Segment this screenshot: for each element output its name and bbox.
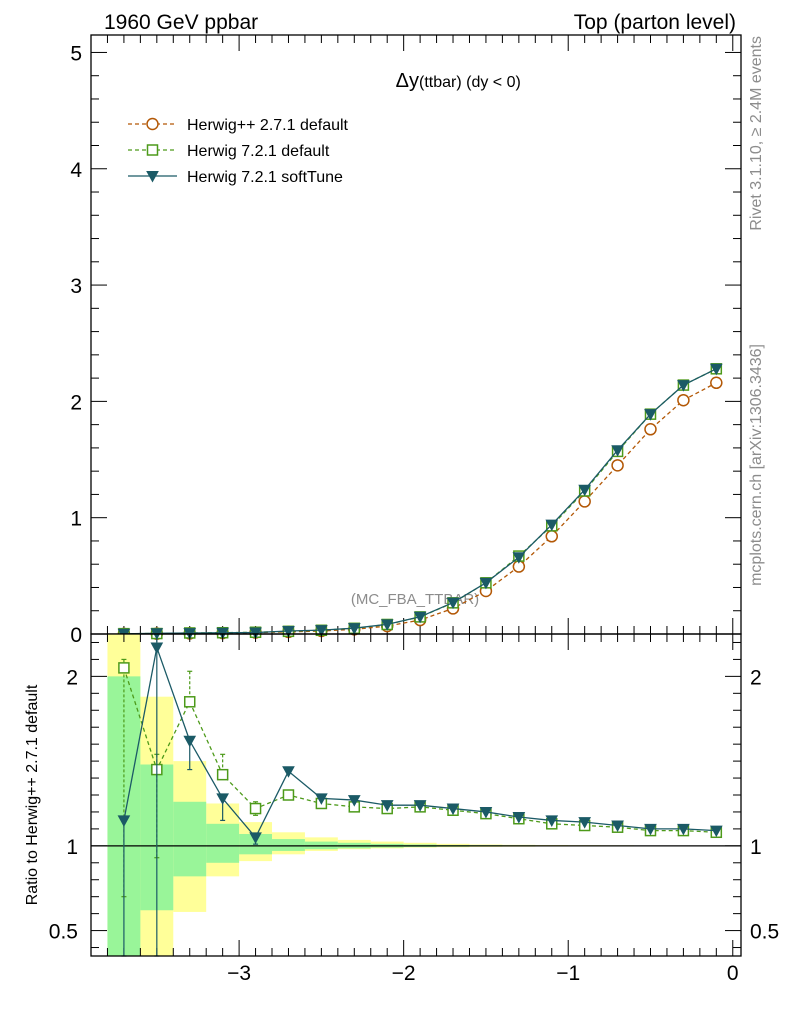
main-data-point bbox=[479, 577, 493, 590]
ratio-data-point bbox=[282, 789, 295, 801]
main-panel: 0 1 2 3 4 5 (MC_FBA_TTBAR) Δy (ttbar) (dy < 0… bbox=[70, 34, 742, 647]
x-tick-label: −1 bbox=[556, 962, 580, 985]
ratio-data-point bbox=[183, 735, 197, 748]
ratio-frame bbox=[90, 633, 742, 957]
main-data-point bbox=[380, 619, 394, 631]
legend-marker bbox=[146, 144, 159, 156]
legend-entry: Herwig++ 2.7.1 default bbox=[187, 117, 349, 134]
main-y-tick-label: 2 bbox=[70, 391, 82, 414]
x-tick-label: 0 bbox=[727, 962, 739, 985]
ratio-data-point bbox=[118, 662, 130, 674]
band-inner bbox=[206, 823, 240, 863]
main-data-point bbox=[644, 423, 657, 436]
ratio-data-point bbox=[216, 768, 229, 781]
main-ticks: 0 1 2 3 4 5 bbox=[70, 35, 741, 647]
main-y-tick-label: 4 bbox=[70, 159, 82, 182]
main-data-point bbox=[644, 409, 657, 421]
main-data-point bbox=[347, 623, 361, 635]
ratio-y-tick-label-left: 0.5 bbox=[49, 921, 78, 944]
ratio-data-point bbox=[315, 793, 328, 805]
ratio-data-point bbox=[249, 802, 262, 815]
ratio-y-tick-label-left: 1 bbox=[66, 836, 78, 859]
main-y-tick-label: 0 bbox=[70, 624, 82, 647]
ratio-data-point bbox=[446, 803, 460, 816]
main-data-point bbox=[677, 393, 690, 407]
ratio-data-point bbox=[347, 795, 361, 807]
ratio-data-point bbox=[677, 823, 690, 836]
band-inner bbox=[173, 801, 207, 877]
ratio-data-point bbox=[150, 642, 164, 655]
ratio-data-point bbox=[117, 815, 131, 827]
plot-title-symbol: Δy bbox=[396, 70, 419, 92]
x-tick-label: −2 bbox=[392, 962, 416, 985]
watermark: (MC_FBA_TTBAR) bbox=[351, 591, 479, 608]
main-data-point bbox=[282, 625, 295, 638]
main-data-point bbox=[446, 597, 460, 610]
ratio-data-point bbox=[413, 800, 427, 812]
legend-entry: Herwig 7.2.1 default bbox=[187, 143, 330, 160]
ratio-y-tick-label-right: 2 bbox=[750, 666, 762, 689]
main-y-tick-label: 3 bbox=[70, 275, 82, 298]
main-data-point bbox=[611, 445, 624, 457]
ratio-y-tick-label-right: 0.5 bbox=[750, 921, 779, 944]
plot-title-text: (ttbar) (dy < 0) bbox=[419, 74, 521, 91]
main-data-point bbox=[249, 627, 262, 640]
legend-marker bbox=[146, 117, 159, 131]
band-inner bbox=[272, 839, 305, 851]
ratio-data-point bbox=[545, 815, 559, 827]
main-data-point bbox=[710, 376, 723, 390]
main-series bbox=[117, 363, 723, 641]
ratio-data-point bbox=[479, 806, 493, 819]
ratio-data-point bbox=[183, 696, 196, 708]
ratio-data-point bbox=[578, 817, 592, 829]
legend-marker bbox=[146, 171, 159, 183]
main-data-point bbox=[512, 552, 526, 564]
main-data-point bbox=[611, 459, 624, 472]
legend-entry: Herwig 7.2.1 softTune bbox=[187, 169, 343, 186]
x-tick-label: −3 bbox=[227, 962, 251, 985]
header-left: 1960 GeV ppbar bbox=[104, 11, 258, 34]
main-data-point bbox=[413, 611, 427, 624]
main-y-tick-label: 1 bbox=[70, 508, 82, 531]
ratio-y-tick-label-left: 2 bbox=[66, 666, 78, 689]
ratio-panel: 0.5 0.5 1 1 2 2 −3 −2 −1 0 Ratio to Herwig++ 2.7.… bbox=[24, 633, 779, 985]
ratio-data-point bbox=[249, 832, 262, 844]
ratio-data-point bbox=[282, 766, 295, 778]
main-data-point bbox=[545, 530, 559, 543]
ratio-y-axis-label: Ratio to Herwig++ 2.7.1 default bbox=[24, 684, 41, 905]
ratio-series bbox=[117, 633, 723, 957]
ratio-data-point bbox=[380, 800, 394, 812]
ratio-data-point bbox=[216, 793, 229, 805]
ratio-data-point bbox=[512, 812, 526, 824]
main-data-point bbox=[709, 363, 723, 376]
header-right: Top (parton level) bbox=[574, 11, 736, 34]
ratio-data-point bbox=[709, 825, 723, 838]
main-data-point bbox=[315, 625, 328, 637]
main-y-tick-label: 5 bbox=[70, 42, 82, 65]
ratio-data-point bbox=[611, 820, 624, 833]
ratio-ticks: 0.5 0.5 1 1 2 2 −3 −2 −1 0 bbox=[49, 634, 779, 985]
main-data-point bbox=[216, 627, 229, 640]
main-data-point bbox=[578, 484, 592, 497]
ratio-data-point bbox=[644, 823, 657, 836]
uncertainty-bands bbox=[107, 634, 733, 956]
mcplots-label: mcplots.cern.ch [arXiv:1306.3436] bbox=[748, 344, 765, 586]
ratio-y-tick-label-right: 1 bbox=[750, 836, 762, 859]
main-data-point bbox=[578, 495, 591, 508]
main-data-point bbox=[677, 380, 690, 392]
main-data-point bbox=[545, 519, 559, 532]
legend: Herwig++ 2.7.1 default Herwig 7.2.1 defau… bbox=[128, 117, 349, 186]
rivet-label: Rivet 3.1.10, ≥ 2.4M events bbox=[748, 36, 765, 231]
